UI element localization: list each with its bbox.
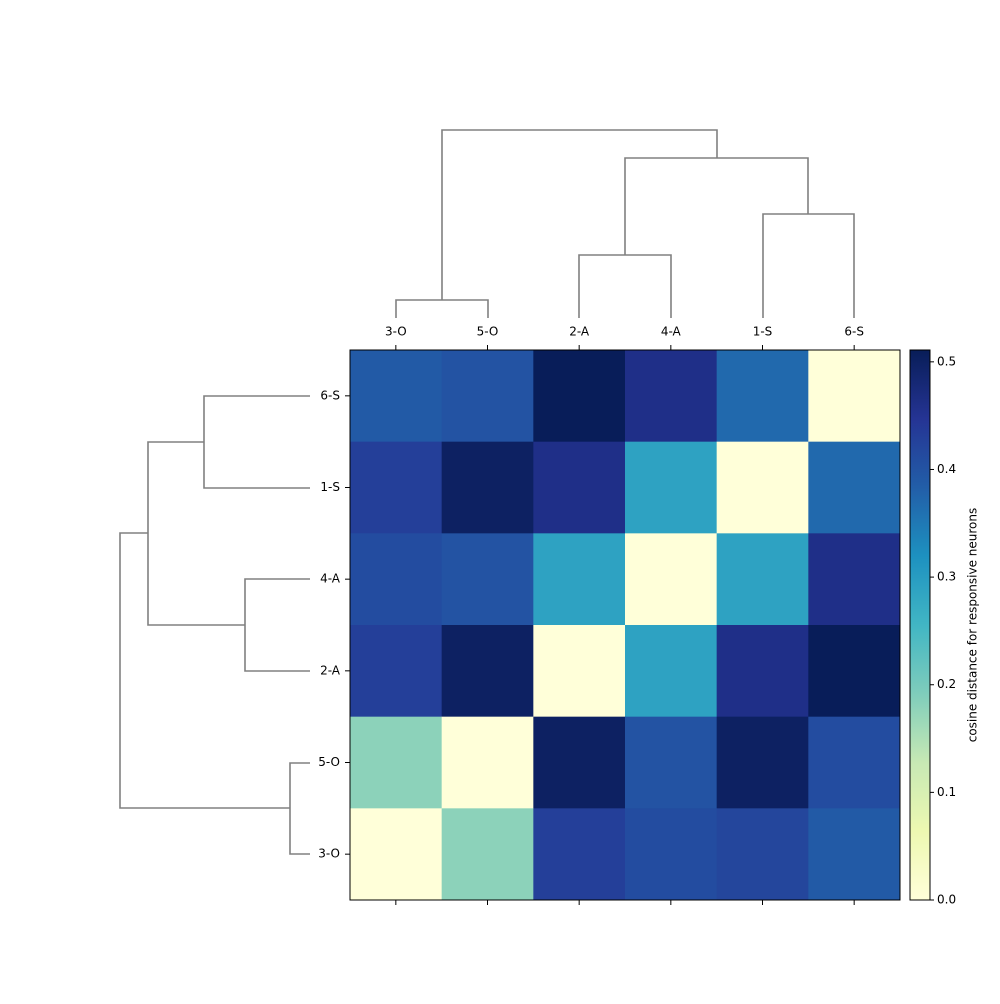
- column-label: 1-S: [753, 325, 773, 339]
- heatmap-cell: [350, 533, 443, 626]
- colorbar-tick-label: 0.3: [937, 570, 956, 584]
- column-label: 2-A: [569, 325, 590, 339]
- heatmap-cell: [625, 625, 718, 718]
- colorbar-tick-label: 0.2: [937, 677, 956, 691]
- heatmap-cell: [350, 350, 443, 443]
- heatmap-cell: [625, 716, 718, 809]
- heatmap-cell: [533, 441, 626, 534]
- heatmap-cell: [808, 625, 901, 718]
- heatmap-cell: [716, 441, 809, 534]
- heatmap-cell: [441, 533, 534, 626]
- heatmap-cell: [716, 533, 809, 626]
- heatmap-cell: [350, 441, 443, 534]
- heatmap-cell: [625, 350, 718, 443]
- heatmap-cell: [533, 533, 626, 626]
- heatmap-cell: [441, 350, 534, 443]
- heatmap-cell: [716, 808, 809, 901]
- colorbar-tick-label: 0.1: [937, 785, 956, 799]
- colorbar-tick-label: 0.0: [937, 893, 956, 907]
- heatmap-cell: [625, 441, 718, 534]
- heatmap-cell: [350, 716, 443, 809]
- heatmap-cell: [716, 350, 809, 443]
- colorbar: [909, 349, 931, 901]
- heatmap-cell: [350, 808, 443, 901]
- heatmap-cell: [625, 533, 718, 626]
- heatmap-cell: [441, 441, 534, 534]
- heatmap-cell: [808, 441, 901, 534]
- heatmap-cell: [808, 533, 901, 626]
- heatmap-cell: [808, 716, 901, 809]
- heatmap-cell: [808, 808, 901, 901]
- row-label: 5-O: [318, 755, 340, 769]
- heatmap-cell: [441, 625, 534, 718]
- heatmap-cell: [716, 625, 809, 718]
- colorbar-tick-label: 0.5: [937, 354, 956, 368]
- colorbar-label: cosine distance for responsive neurons: [966, 508, 980, 743]
- heatmap-cell: [441, 716, 534, 809]
- column-label: 5-O: [477, 325, 499, 339]
- row-dendrogram: [119, 395, 310, 855]
- heatmap-cell: [441, 808, 534, 901]
- colorbar-tick-label: 0.4: [937, 462, 956, 476]
- row-label: 6-S: [320, 388, 340, 402]
- row-label: 3-O: [318, 847, 340, 861]
- heatmap-cell: [808, 350, 901, 443]
- heatmap-cell: [350, 625, 443, 718]
- heatmap-cell: [533, 808, 626, 901]
- column-dendrogram: [395, 129, 855, 318]
- row-label: 1-S: [320, 480, 340, 494]
- column-label: 6-S: [844, 325, 864, 339]
- column-label: 3-O: [385, 325, 407, 339]
- heatmap-cell: [625, 808, 718, 901]
- row-label: 2-A: [320, 663, 341, 677]
- heatmap-cell: [533, 625, 626, 718]
- heatmap-cell: [533, 716, 626, 809]
- heatmap-frame: [349, 349, 901, 901]
- row-label: 4-A: [320, 572, 341, 586]
- heatmap-cell: [716, 716, 809, 809]
- column-label: 4-A: [661, 325, 682, 339]
- heatmap-cell: [533, 350, 626, 443]
